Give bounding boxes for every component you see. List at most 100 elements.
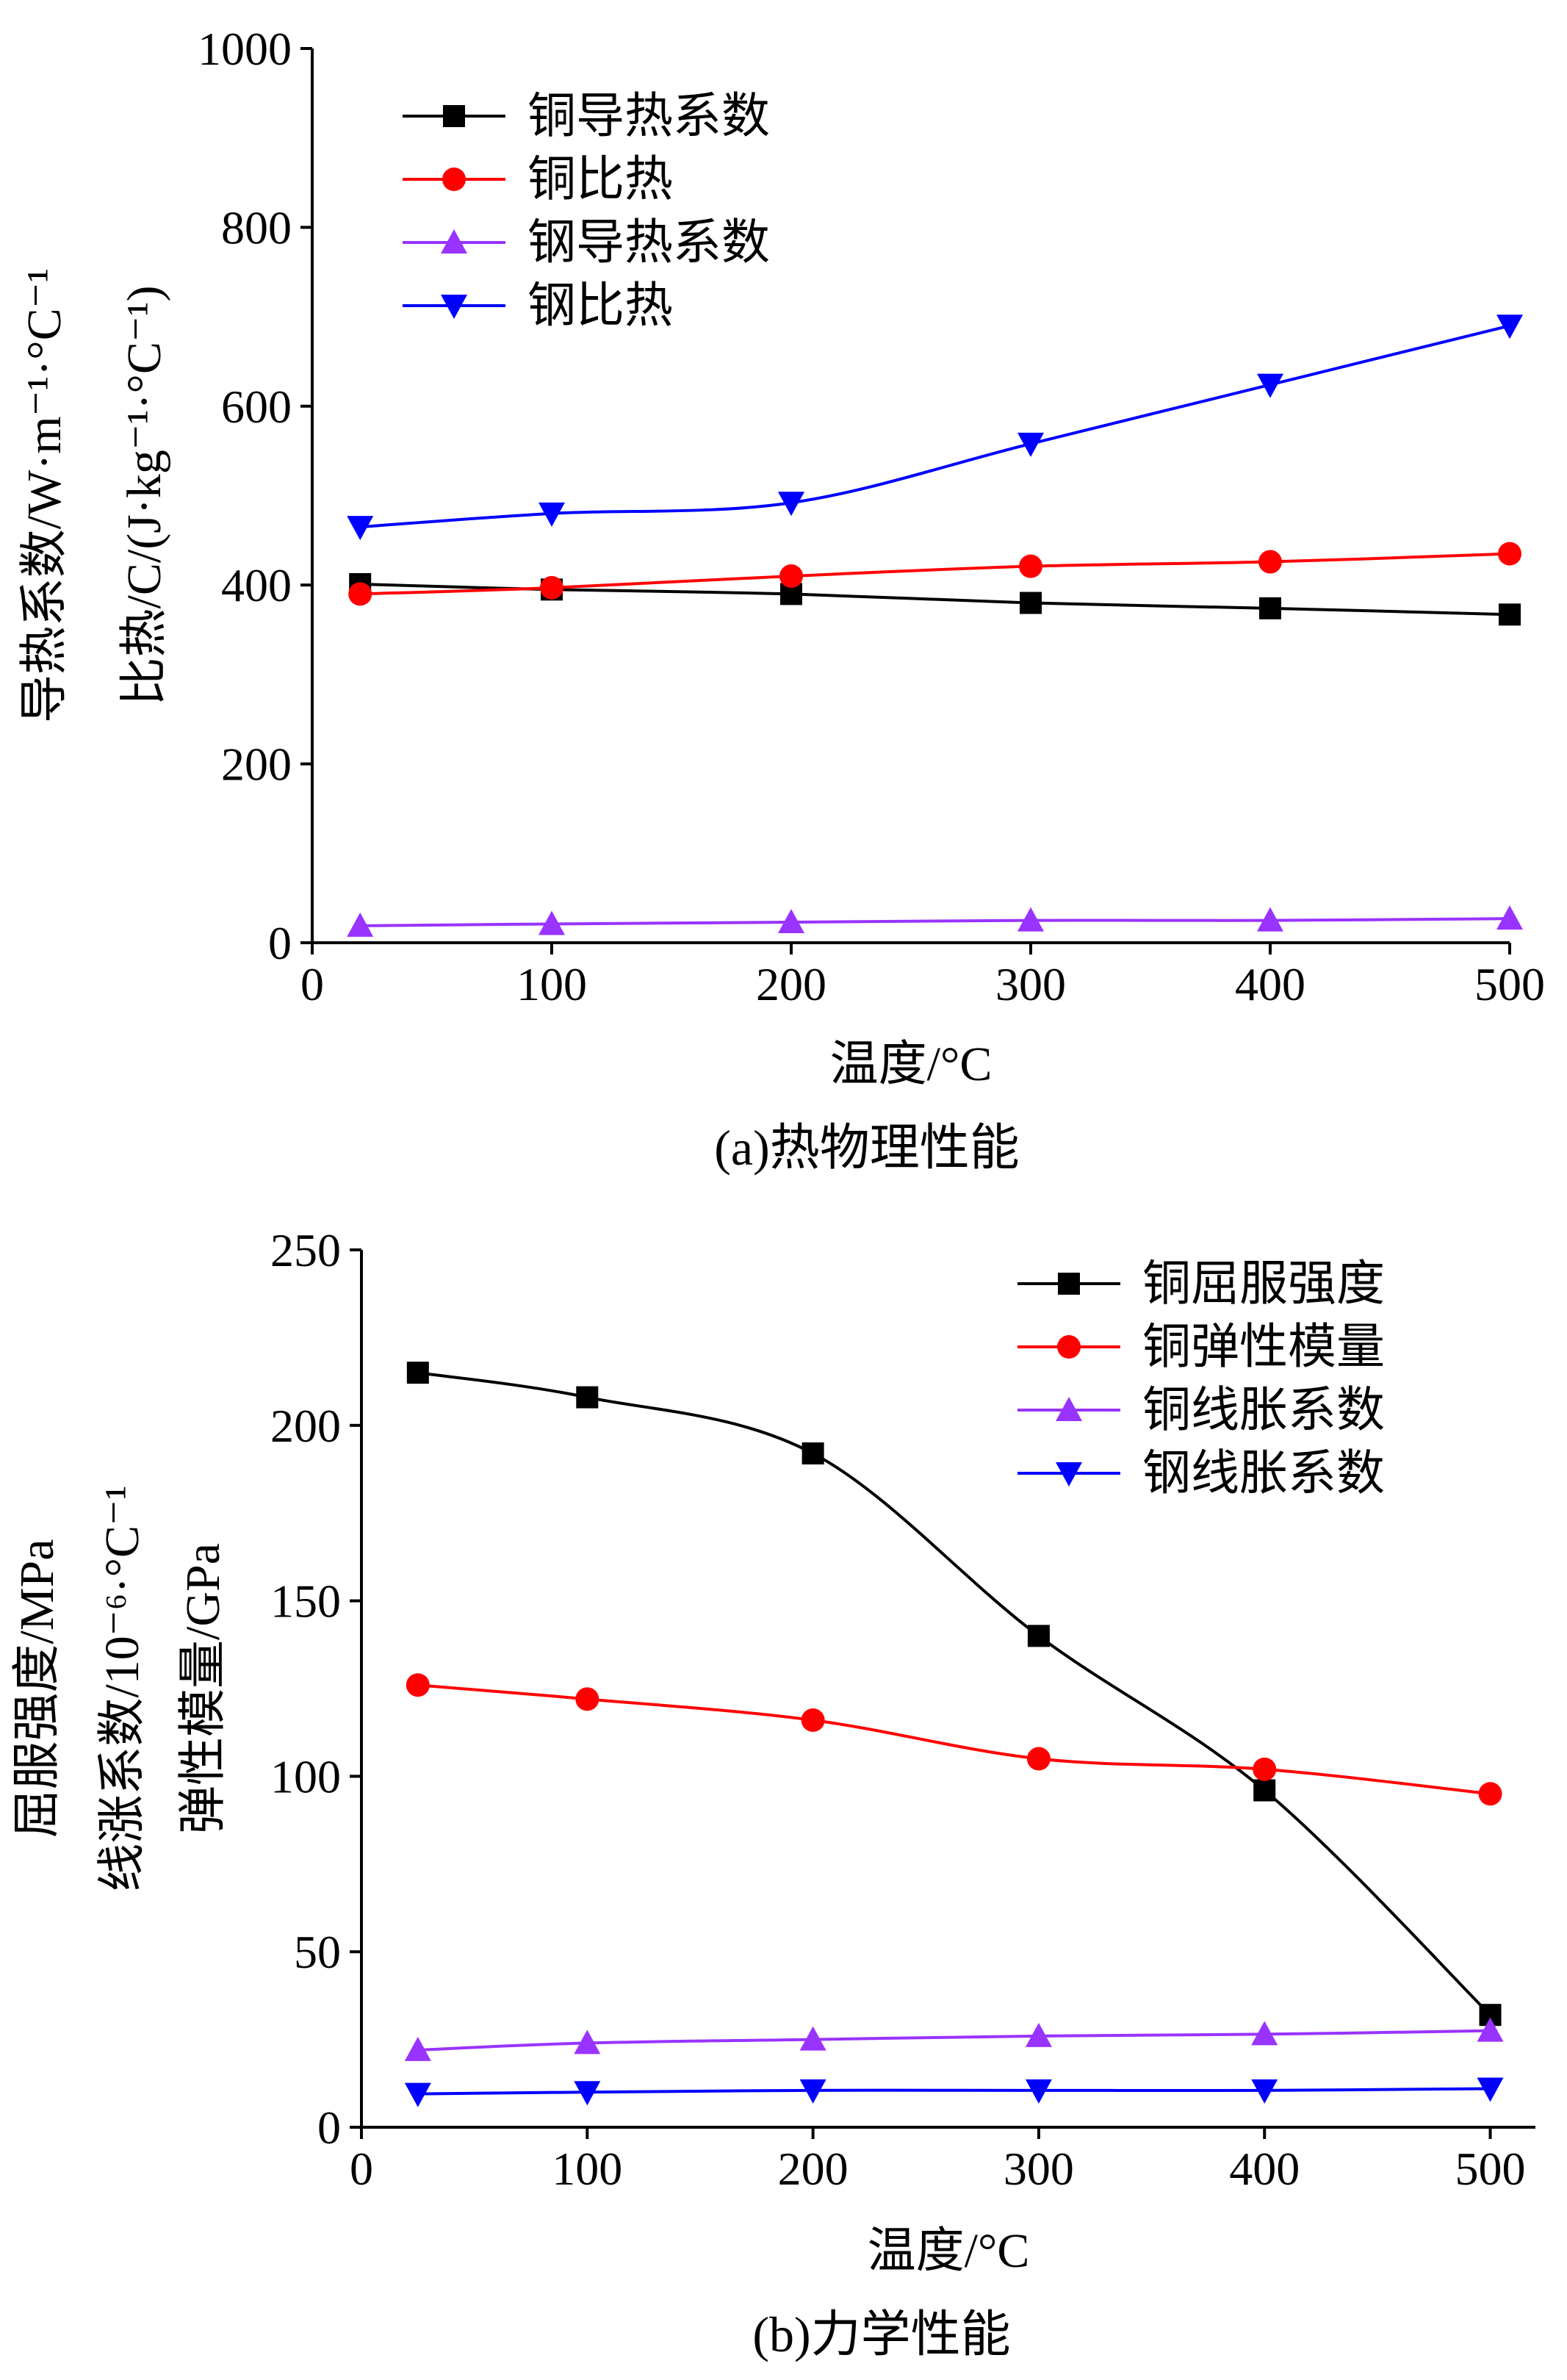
y-tick-label: 0: [268, 917, 292, 969]
data-point: [404, 2082, 431, 2107]
x-tick-label: 0: [300, 958, 324, 1010]
y-axis-label: 比热/C/(J·kg⁻¹·°C⁻¹): [118, 286, 171, 706]
data-point: [1020, 592, 1042, 614]
legend-marker: [443, 105, 465, 127]
y-tick-label: 100: [270, 1750, 341, 1802]
x-tick-label: 100: [516, 958, 587, 1010]
data-point: [404, 2036, 431, 2061]
legend-marker: [441, 229, 467, 254]
data-point: [1017, 907, 1044, 932]
x-tick-label: 400: [1235, 958, 1305, 1010]
data-point: [1498, 542, 1521, 566]
data-point: [1019, 554, 1042, 578]
data-point: [406, 1362, 429, 1384]
legend-label: 钢比热: [527, 279, 673, 333]
data-point: [406, 1673, 430, 1697]
data-point: [1251, 2079, 1278, 2104]
y-tick-label: 800: [221, 201, 292, 254]
caption-a: (a)热物理性能: [714, 1120, 1019, 1176]
y-tick-label: 0: [317, 2102, 341, 2154]
chart-mechanical: 0 100 200 300 400 500 0 50 100 150 200 250 温度/°C 屈服强度…: [10, 1224, 1535, 2278]
series-line-2: [417, 2029, 1491, 2052]
legend-label: 铜弹性模量: [1142, 1320, 1385, 1374]
data-point: [779, 564, 803, 589]
legend-label: 铜比热: [527, 153, 673, 206]
legend-marker: [441, 295, 467, 319]
legend-marker: [1056, 1462, 1082, 1486]
x-tick-label: 500: [1474, 958, 1545, 1010]
data-point: [347, 912, 374, 937]
y-axis-label: 线涨系数/10⁻⁶·°C⁻¹: [96, 1485, 149, 1891]
caption-b: (b)力学性能: [752, 2307, 1010, 2362]
data-point: [1478, 1782, 1502, 1806]
y-tick-label: 250: [270, 1224, 341, 1276]
y-tick-label: 200: [270, 1400, 341, 1452]
x-tick-label: 400: [1229, 2143, 1300, 2195]
data-point: [347, 516, 374, 541]
legend-marker: [1057, 1335, 1081, 1359]
x-tick-label: 300: [995, 958, 1066, 1010]
data-point: [538, 502, 565, 527]
x-tick-label: 0: [350, 2143, 373, 2195]
legend-label: 铜屈服强度: [1142, 1257, 1385, 1311]
data-point: [1258, 550, 1282, 574]
x-axis-label: 温度/°C: [868, 2224, 1030, 2278]
legend-label: 钢线胀系数: [1142, 1447, 1385, 1500]
y-tick-label: 150: [270, 1575, 341, 1628]
y-axis-label: 屈服强度/MPa: [10, 1539, 64, 1838]
chart-thermophysical: 0 100 200 300 400 500 0 200 400 600 800 1000 温度/°C 导热…: [18, 23, 1545, 1091]
data-point: [348, 582, 372, 606]
data-point: [574, 2030, 601, 2054]
data-point: [1253, 1757, 1277, 1781]
series-line-3: [417, 2087, 1491, 2096]
data-point: [801, 1442, 824, 1465]
data-point: [1496, 905, 1523, 930]
legend-label: 铜导热系数: [527, 90, 770, 143]
data-point: [1257, 373, 1283, 398]
y-tick-label: 600: [221, 381, 292, 433]
data-point: [574, 2081, 601, 2106]
data-point: [778, 492, 804, 517]
data-point: [801, 1708, 825, 1732]
data-point: [1025, 2079, 1052, 2104]
data-point: [1477, 2077, 1504, 2102]
data-point: [575, 1687, 599, 1711]
y-axis-label: 弹性模量/GPa: [176, 1543, 230, 1834]
x-tick-label: 200: [778, 2143, 849, 2195]
data-point: [778, 909, 804, 934]
legend-label: 钢导热系数: [527, 216, 770, 270]
data-point: [799, 2026, 826, 2051]
data-point: [540, 575, 563, 600]
data-point: [1251, 2021, 1278, 2046]
data-point: [1025, 2022, 1052, 2047]
y-tick-label: 200: [221, 738, 292, 791]
series-line-2: [360, 917, 1510, 927]
series-line-1: [360, 552, 1510, 596]
x-tick-label: 300: [1004, 2143, 1074, 2195]
y-tick-label: 50: [294, 1926, 341, 1978]
data-point: [1477, 2017, 1504, 2042]
data-point: [1017, 432, 1044, 457]
y-tick-label: 1000: [198, 23, 292, 75]
legend-marker: [1056, 1397, 1082, 1421]
data-point: [1253, 1779, 1276, 1802]
data-point: [1026, 1747, 1051, 1771]
x-tick-label: 500: [1455, 2143, 1526, 2195]
y-tick-label: 400: [221, 559, 292, 611]
x-tick-label: 100: [552, 2143, 622, 2195]
data-point: [1257, 907, 1283, 932]
x-tick-label: 200: [756, 958, 826, 1010]
data-point: [576, 1386, 599, 1409]
series-line-3: [360, 324, 1510, 529]
data-point: [1027, 1625, 1050, 1647]
data-point: [799, 2079, 826, 2104]
data-point: [1499, 603, 1521, 626]
data-point: [1259, 597, 1281, 619]
y-axis-label: 导热系数/W·m⁻¹·°C⁻¹: [18, 268, 71, 724]
x-axis-label: 温度/°C: [830, 1038, 993, 1091]
data-point: [538, 910, 565, 935]
data-point: [1496, 314, 1523, 339]
legend-marker: [1058, 1273, 1080, 1295]
legend-marker: [442, 168, 466, 191]
